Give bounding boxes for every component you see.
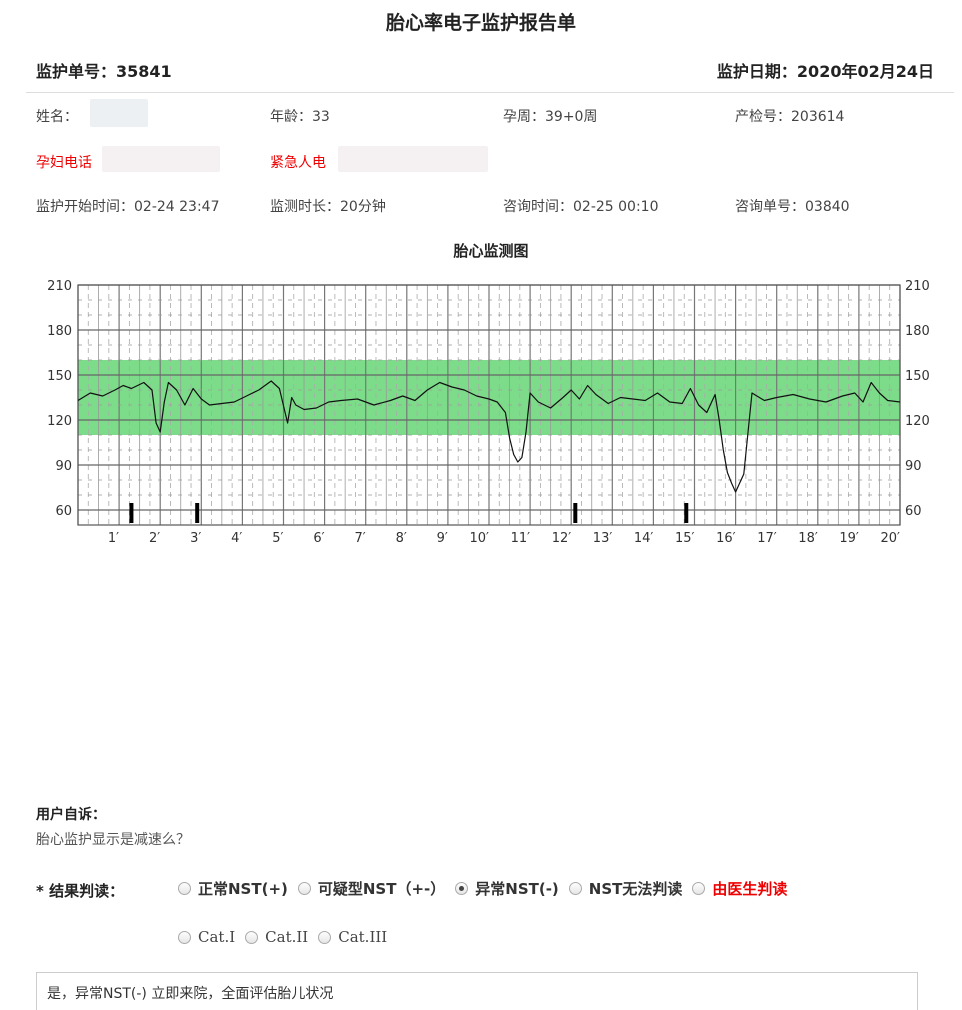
x-tick-label: 4′ [231,531,242,546]
radio-normal-nst[interactable] [178,882,191,895]
radio-cat-2[interactable] [245,930,259,944]
consult-number: 咨询单号：03840 [735,199,850,215]
y-tick-label-right: 150 [905,369,930,384]
option-cat-2[interactable]: Cat.II [265,928,309,946]
y-tick-label-left: 210 [47,279,72,294]
result-options: 正常NST(+) 可疑型NST（+-） 异常NST(-) NST无法判读 由医生… [178,878,797,899]
monitor-duration: 监测时长：20分钟 [270,199,386,215]
plot-border [77,284,901,526]
x-tick-label: 1′ [108,531,119,546]
fetal-movement-mark [684,503,689,523]
y-tick-label-left: 120 [47,414,72,429]
option-normal-nst[interactable]: 正常NST(+) [198,880,288,898]
redacted-phone [102,146,220,172]
fhr-chart: 60 60 90 90 120 120 150 150 180 180 210 210 1′ 2′ 3′ 4′… [47,279,930,546]
y-tick-label-left: 60 [55,504,72,519]
y-tick-label-left: 150 [47,369,72,384]
fetal-movement-mark [573,503,578,523]
radio-cat-1[interactable] [178,930,191,944]
fetal-movement-mark [195,503,200,523]
gestational-week: 孕周：39+0周 [503,109,598,125]
chart-title: 胎心监测图 [453,242,529,260]
complaint-title: 用户自诉： [36,807,106,823]
monitor-number: 监护单号：35841 [36,62,172,81]
monitor-start-time: 监护开始时间：02-24 23:47 [36,199,220,215]
category-options: Cat.I Cat.II Cat.III [178,928,397,946]
x-tick-label: 11′ [511,531,531,546]
radio-doctor-read[interactable] [692,882,706,895]
emergency-contact: 紧急人电 [270,155,326,171]
option-nst-unreadable[interactable]: NST无法判读 [588,880,683,898]
x-tick-label: 6′ [313,531,324,546]
x-tick-label: 10′ [470,531,490,546]
patient-phone: 孕妇电话 [36,155,92,171]
y-tick-label-right: 120 [905,414,930,429]
option-abnormal-nst[interactable]: 异常NST(-) [475,880,559,898]
x-tick-label: 8′ [396,531,407,546]
radio-suspicious-nst[interactable] [297,882,311,895]
option-cat-1[interactable]: Cat.I [198,928,236,946]
result-label: * 结果判读： [36,882,125,900]
monitor-date: 监护日期：2020年02月24日 [716,62,934,81]
result-comment-box[interactable]: 是，异常NST(-) 立即来院，全面评估胎儿状况 [36,972,918,1010]
consult-time: 咨询时间：02-25 00:10 [503,199,659,215]
x-tick-label: 7′ [354,531,365,546]
y-tick-label-left: 180 [47,324,72,339]
fhr-series-line [77,380,901,493]
y-tick-label-right: 90 [905,459,922,474]
radio-abnormal-nst[interactable] [455,882,469,895]
radio-nst-unreadable[interactable] [568,882,582,895]
x-tick-label: 18′ [798,531,818,546]
option-cat-3[interactable]: Cat.III [338,928,388,946]
x-tick-label: 14′ [634,531,654,546]
y-tick-label-right: 210 [905,279,930,294]
x-tick-label: 3′ [190,531,201,546]
header-divider [26,92,954,93]
y-tick-label-right: 60 [905,504,922,519]
x-tick-label: 13′ [593,531,613,546]
x-tick-label: 20′ [881,531,901,546]
x-tick-label: 17′ [757,531,777,546]
x-tick-label: 9′ [437,531,448,546]
fetal-movement-mark [129,503,134,523]
prenatal-number: 产检号：203614 [735,109,845,125]
patient-name: 姓名： [36,109,78,125]
x-tick-label: 12′ [552,531,572,546]
report-header: 监护单号：35841 监护日期：2020年02月24日 [36,58,934,81]
report-title: 胎心率电子监护报告单 [385,12,576,34]
x-tick-label: 19′ [839,531,859,546]
redacted-emergency [338,146,488,172]
radio-cat-3[interactable] [318,930,332,944]
option-suspicious-nst[interactable]: 可疑型NST（+-） [317,880,446,898]
x-tick-label: 2′ [149,531,160,546]
patient-age: 年龄：33 [270,109,330,125]
y-tick-label-right: 180 [905,324,930,339]
redacted-name [90,99,148,127]
complaint-text: 胎心监护显示是减速么？ [36,832,190,848]
y-tick-label-left: 90 [55,459,72,474]
x-tick-label: 15′ [675,531,695,546]
option-doctor-read[interactable]: 由医生判读 [712,880,788,898]
x-tick-label: 16′ [716,531,736,546]
x-tick-label: 5′ [272,531,283,546]
